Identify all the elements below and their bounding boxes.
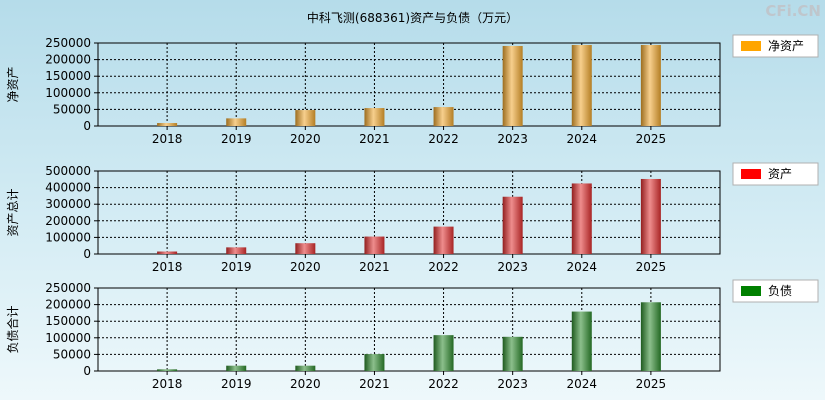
- y-tick-label: 100000: [45, 230, 91, 244]
- x-tick-label: 2023: [497, 260, 528, 274]
- bar-2018: [157, 251, 178, 254]
- bar-2024: [571, 183, 592, 254]
- x-tick-label: 2018: [152, 132, 183, 146]
- plot-frame-2: [97, 287, 721, 372]
- y-tick-label: 500000: [45, 164, 91, 178]
- bar-2023: [502, 45, 523, 126]
- y-tick-label: 300000: [45, 197, 91, 211]
- y-tick-label: 100000: [45, 331, 91, 345]
- y-axis-label: 净资产: [6, 66, 20, 102]
- bar-2021: [364, 354, 385, 371]
- bar-2020: [295, 110, 316, 126]
- x-tick-label: 2019: [221, 377, 252, 391]
- bar-2022: [433, 107, 454, 126]
- x-tick-label: 2021: [359, 377, 390, 391]
- chart-title: 中科飞测(688361)资产与负债（万元）: [306, 11, 519, 25]
- y-axis-label: 负债合计: [5, 305, 20, 353]
- legend-box: [732, 34, 819, 58]
- x-tick-label: 2025: [636, 260, 667, 274]
- bar-2020: [295, 365, 316, 371]
- bar-2022: [433, 335, 454, 371]
- bar-2023: [502, 196, 523, 254]
- x-tick-label: 2022: [428, 132, 459, 146]
- x-tick-label: 2020: [290, 377, 321, 391]
- legend-label: 负债: [768, 284, 792, 298]
- bar-2024: [571, 311, 592, 371]
- legend-box: [732, 279, 819, 303]
- x-tick-label: 2024: [567, 132, 598, 146]
- bar-2025: [640, 178, 661, 254]
- y-tick-label: 50000: [53, 347, 91, 361]
- x-tick-label: 2021: [359, 260, 390, 274]
- y-tick-label: 0: [83, 247, 91, 261]
- bar-2019: [226, 118, 247, 126]
- watermark: CFi.CN: [765, 2, 821, 20]
- bar-2025: [640, 44, 661, 126]
- y-tick-label: 200000: [45, 214, 91, 228]
- bar-2018: [157, 369, 178, 371]
- bar-2019: [226, 365, 247, 371]
- x-tick-label: 2020: [290, 260, 321, 274]
- legend-swatch: [741, 286, 761, 296]
- y-tick-label: 250000: [45, 281, 91, 295]
- x-tick-label: 2019: [221, 132, 252, 146]
- x-tick-label: 2022: [428, 377, 459, 391]
- x-tick-label: 2025: [636, 377, 667, 391]
- bar-2020: [295, 243, 316, 254]
- x-tick-label: 2024: [567, 377, 598, 391]
- bar-2018: [157, 123, 178, 126]
- x-tick-label: 2023: [497, 132, 528, 146]
- bar-2021: [364, 108, 385, 126]
- y-tick-label: 200000: [45, 53, 91, 67]
- x-tick-label: 2019: [221, 260, 252, 274]
- legend-label: 资产: [768, 167, 792, 181]
- x-tick-label: 2024: [567, 260, 598, 274]
- x-tick-label: 2022: [428, 260, 459, 274]
- legend-box: [732, 162, 819, 186]
- bar-2023: [502, 336, 523, 371]
- y-tick-label: 0: [83, 364, 91, 378]
- x-tick-label: 2023: [497, 377, 528, 391]
- bar-2019: [226, 247, 247, 254]
- bar-2024: [571, 44, 592, 126]
- bar-2022: [433, 226, 454, 254]
- y-tick-label: 200000: [45, 298, 91, 312]
- y-tick-label: 250000: [45, 36, 91, 50]
- y-tick-label: 0: [83, 119, 91, 133]
- bar-2021: [364, 236, 385, 254]
- y-tick-label: 100000: [45, 86, 91, 100]
- x-tick-label: 2021: [359, 132, 390, 146]
- plot-frame-0: [97, 42, 721, 127]
- y-tick-label: 150000: [45, 69, 91, 83]
- y-tick-label: 400000: [45, 181, 91, 195]
- bar-2025: [640, 302, 661, 371]
- y-axis-label: 资产总计: [6, 188, 20, 236]
- legend-swatch: [741, 41, 761, 51]
- y-tick-label: 150000: [45, 314, 91, 328]
- y-tick-label: 50000: [53, 102, 91, 116]
- legend-swatch: [741, 169, 761, 179]
- plot-frame-1: [97, 170, 721, 255]
- x-tick-label: 2020: [290, 132, 321, 146]
- x-tick-label: 2018: [152, 260, 183, 274]
- x-tick-label: 2018: [152, 377, 183, 391]
- x-tick-label: 2025: [636, 132, 667, 146]
- legend-label: 净资产: [768, 39, 804, 53]
